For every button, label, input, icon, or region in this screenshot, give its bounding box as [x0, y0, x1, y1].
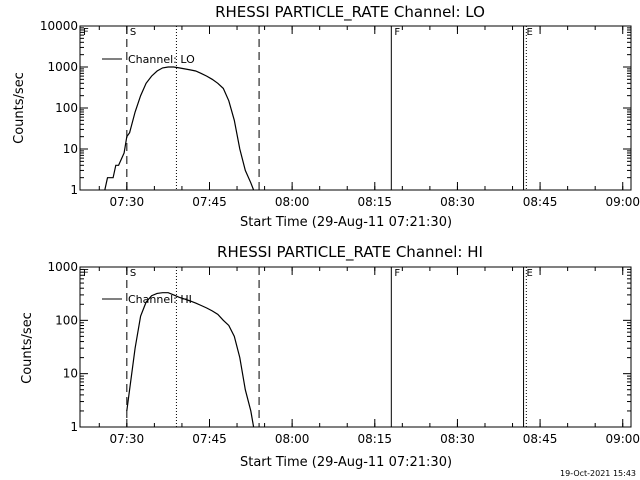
marker-label-5: E — [527, 27, 533, 38]
chart-title: RHESSI PARTICLE_RATE Channel: LO — [215, 3, 485, 22]
y-tick-label-2: 100 — [55, 313, 78, 327]
x-tick-label-0: 07:30 — [110, 195, 145, 209]
series-line — [126, 292, 255, 428]
x-tick-label-1: 07:45 — [192, 432, 227, 446]
x-axis-label: Start Time (29-Aug-11 07:21:30) — [240, 215, 452, 230]
legend-label: Channel: LO — [128, 53, 195, 66]
x-tick-label-6: 09:00 — [605, 195, 640, 209]
panel-lo: RHESSI PARTICLE_RATE Channel: LO F S F E 1 1… — [12, 3, 640, 230]
y-tick-label-3: 1000 — [47, 60, 78, 74]
y-tick-label-1: 10 — [63, 142, 78, 156]
marker-label-1: S — [130, 27, 136, 38]
x-tick-label-2: 08:00 — [275, 432, 310, 446]
y-axis-label: Counts/sec — [20, 312, 35, 384]
panel-hi: RHESSI PARTICLE_RATE Channel: HI F S F E 1 1… — [20, 243, 640, 470]
x-tick-label-0: 07:30 — [110, 432, 145, 446]
y-tick-label-4: 10000 — [40, 19, 78, 33]
y-tick-label-2: 100 — [55, 101, 78, 115]
series-line — [104, 66, 255, 191]
x-tick-label-5: 08:45 — [523, 195, 558, 209]
x-tick-label-4: 08:30 — [440, 195, 475, 209]
y-tick-label-3: 1000 — [47, 260, 78, 274]
x-tick-label-2: 08:00 — [275, 195, 310, 209]
y-tick-label-0: 1 — [70, 183, 78, 197]
x-tick-label-3: 08:15 — [357, 432, 392, 446]
y-tick-label-1: 10 — [63, 367, 78, 381]
marker-label-1: S — [130, 268, 136, 279]
marker-label-0: F — [83, 27, 89, 38]
footer-timestamp: 19-Oct-2021 15:43 — [560, 469, 636, 478]
x-tick-label-1: 07:45 — [192, 195, 227, 209]
x-tick-label-3: 08:15 — [357, 195, 392, 209]
y-axis-label: Counts/sec — [12, 72, 27, 144]
plot-frame — [79, 266, 632, 428]
x-tick-label-5: 08:45 — [523, 432, 558, 446]
marker-label-4: F — [394, 268, 400, 279]
legend-label: Channel: HI — [128, 293, 192, 306]
marker-label-4: F — [394, 27, 400, 38]
marker-label-0: F — [83, 268, 89, 279]
marker-label-5: E — [527, 268, 533, 279]
x-tick-label-4: 08:30 — [440, 432, 475, 446]
x-axis-label: Start Time (29-Aug-11 07:21:30) — [240, 455, 452, 470]
plot-frame — [79, 25, 632, 191]
x-tick-label-6: 09:00 — [605, 432, 640, 446]
chart-title: RHESSI PARTICLE_RATE Channel: HI — [217, 243, 483, 262]
y-tick-label-0: 1 — [70, 420, 78, 434]
